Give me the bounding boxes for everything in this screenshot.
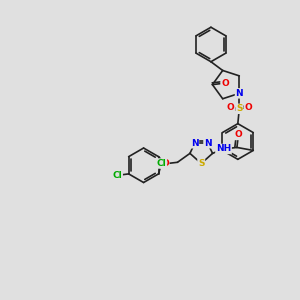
Text: O: O [244, 103, 252, 112]
Text: O: O [235, 130, 242, 140]
Text: S: S [236, 104, 243, 113]
Text: N: N [204, 139, 212, 148]
Text: O: O [161, 159, 169, 168]
Text: N: N [191, 139, 199, 148]
Text: O: O [221, 79, 229, 88]
Text: NH: NH [216, 144, 231, 153]
Text: O: O [226, 103, 234, 112]
Text: N: N [236, 89, 243, 98]
Text: Cl: Cl [157, 159, 166, 168]
Text: S: S [198, 159, 205, 168]
Text: Cl: Cl [112, 171, 122, 180]
